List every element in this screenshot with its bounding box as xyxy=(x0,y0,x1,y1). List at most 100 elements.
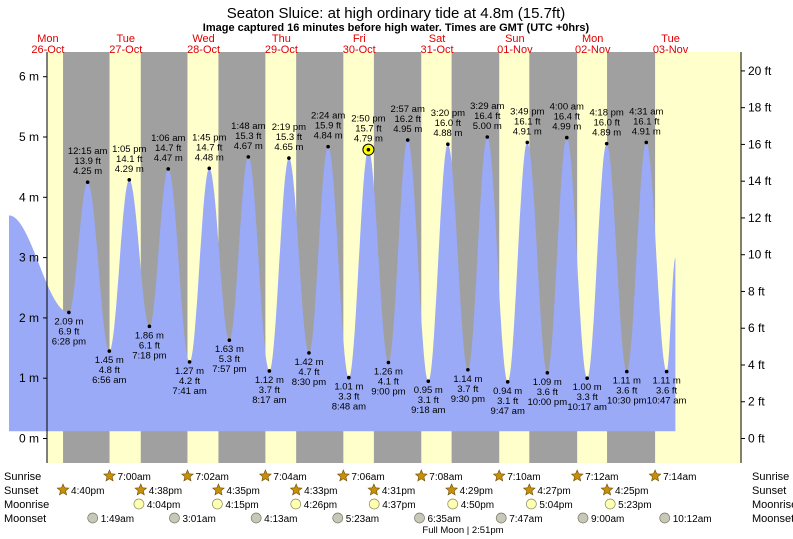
moonrise-time: 4:26pm xyxy=(304,500,337,511)
tide-time: 4:18 pm xyxy=(590,108,624,119)
moon-icon xyxy=(332,512,344,524)
tide-point xyxy=(405,138,410,142)
tide-height-ft: 3.3 ft xyxy=(338,392,359,403)
tide-time: 9:18 am xyxy=(411,405,445,416)
tide-time: 9:47 am xyxy=(491,406,525,417)
tide-time: 1:05 pm xyxy=(112,144,146,155)
sunrise-time: 7:08am xyxy=(429,472,462,483)
tide-point xyxy=(545,370,550,375)
tide-height-m: 4.88 m xyxy=(433,128,462,139)
y-tick-label-m: 2 m xyxy=(19,311,39,325)
moonrise-time: 5:04pm xyxy=(539,500,572,511)
tide-height-m: 0.94 m xyxy=(493,386,522,397)
day-name: Mon xyxy=(37,33,58,45)
moon-icon xyxy=(290,498,302,510)
moonset-time: 4:13am xyxy=(264,514,297,525)
tide-area xyxy=(9,137,676,432)
moonset-time: 10:12am xyxy=(673,514,712,525)
y-tick-label-m: 3 m xyxy=(19,251,39,265)
tide-height-ft: 3.7 ft xyxy=(457,384,478,395)
tide-height-m: 4.67 m xyxy=(234,141,263,152)
y-tick-label-m: 0 m xyxy=(19,432,39,446)
day-date: 29-Oct xyxy=(265,44,298,56)
tide-height-ft: 3.1 ft xyxy=(497,396,518,407)
day-name: Mon xyxy=(582,33,603,45)
tide-height-ft: 4.7 ft xyxy=(298,367,319,378)
tide-point xyxy=(85,180,90,185)
tide-time: 3:49 pm xyxy=(510,106,544,117)
sun-icon xyxy=(648,469,662,482)
tide-height-ft: 16.0 ft xyxy=(593,118,620,129)
y-tick-label-ft: 12 ft xyxy=(748,211,772,225)
sunrise-time: 7:12am xyxy=(585,472,618,483)
moon-icon xyxy=(250,512,262,524)
y-tick-label-m: 1 m xyxy=(19,371,39,385)
tide-height-ft: 16.4 ft xyxy=(554,112,581,123)
tide-point xyxy=(564,135,569,140)
day-date: 01-Nov xyxy=(497,44,533,56)
tide-time: 1:06 am xyxy=(151,133,185,144)
tide-point xyxy=(107,349,112,353)
tide-height-m: 1.86 m xyxy=(135,330,164,341)
tide-point xyxy=(207,166,212,171)
tide-point xyxy=(287,156,291,160)
tide-point xyxy=(187,360,192,364)
tide-time: 8:48 am xyxy=(332,402,366,413)
tide-height-m: 4.91 m xyxy=(513,126,542,137)
tide-point xyxy=(227,338,232,343)
moonset-time: 9:00am xyxy=(591,514,624,525)
sun-icon xyxy=(600,483,614,496)
tide-height-ft: 16.2 ft xyxy=(395,114,422,125)
tide-height-m: 4.48 m xyxy=(195,152,224,163)
tide-height-ft: 15.3 ft xyxy=(276,132,303,143)
y-tick-label-m: 4 m xyxy=(19,190,39,204)
day-name: Fri xyxy=(353,33,366,45)
tide-height-ft: 15.3 ft xyxy=(235,131,262,142)
sunset-time: 4:35pm xyxy=(226,486,259,497)
tide-height-ft: 16.4 ft xyxy=(474,111,501,122)
tide-point xyxy=(426,379,431,384)
day-date: 30-Oct xyxy=(343,44,376,56)
tide-time: 4:31 am xyxy=(629,106,663,117)
tide-height-ft: 6.1 ft xyxy=(139,340,160,351)
sun-icon xyxy=(445,483,459,496)
sun-icon xyxy=(492,469,506,482)
tide-time: 6:56 am xyxy=(92,375,126,386)
sun-icon xyxy=(258,469,272,482)
sun-icon xyxy=(211,483,225,496)
tide-height-m: 4.79 m xyxy=(354,134,383,145)
day-date: 02-Nov xyxy=(575,44,611,56)
day-name: Wed xyxy=(192,33,214,45)
sunset-time: 4:33pm xyxy=(304,486,337,497)
tide-time: 2:19 pm xyxy=(272,122,306,133)
tide-height-m: 0.95 m xyxy=(414,385,443,396)
tide-time: 10:30 pm xyxy=(607,396,647,407)
chart-title: Seaton Sluice: at high ordinary tide at … xyxy=(227,5,566,22)
tide-time: 8:17 am xyxy=(252,395,286,406)
tide-height-ft: 6.9 ft xyxy=(58,326,79,337)
moon-icon xyxy=(368,498,380,510)
tide-time: 1:45 pm xyxy=(192,132,226,143)
tide-point xyxy=(664,369,669,374)
tide-height-ft: 4.2 ft xyxy=(179,376,200,387)
tide-height-ft: 3.6 ft xyxy=(616,386,637,397)
row-label-right: Sunrise xyxy=(752,471,789,483)
tide-point xyxy=(307,351,311,355)
y-tick-label-ft: 18 ft xyxy=(748,101,772,115)
tide-point xyxy=(166,167,171,171)
y-tick-label-ft: 2 ft xyxy=(748,395,765,409)
row-label-left: Moonset xyxy=(4,513,46,525)
tide-point xyxy=(147,324,152,329)
tide-height-m: 5.00 m xyxy=(473,121,502,132)
sun-icon xyxy=(181,469,194,482)
tide-height-ft: 3.6 ft xyxy=(656,386,677,397)
moonrise-time: 4:15pm xyxy=(225,500,258,511)
tide-time: 6:28 pm xyxy=(52,336,86,347)
tide-time: 8:30 pm xyxy=(292,377,326,388)
moonset-time: 1:49am xyxy=(101,514,134,525)
moon-icon xyxy=(495,512,507,524)
tide-point xyxy=(485,135,490,139)
row-label-right: Moonrise xyxy=(752,499,793,511)
sunrise-time: 7:06am xyxy=(351,472,384,483)
y-tick-label-ft: 4 ft xyxy=(748,358,765,372)
